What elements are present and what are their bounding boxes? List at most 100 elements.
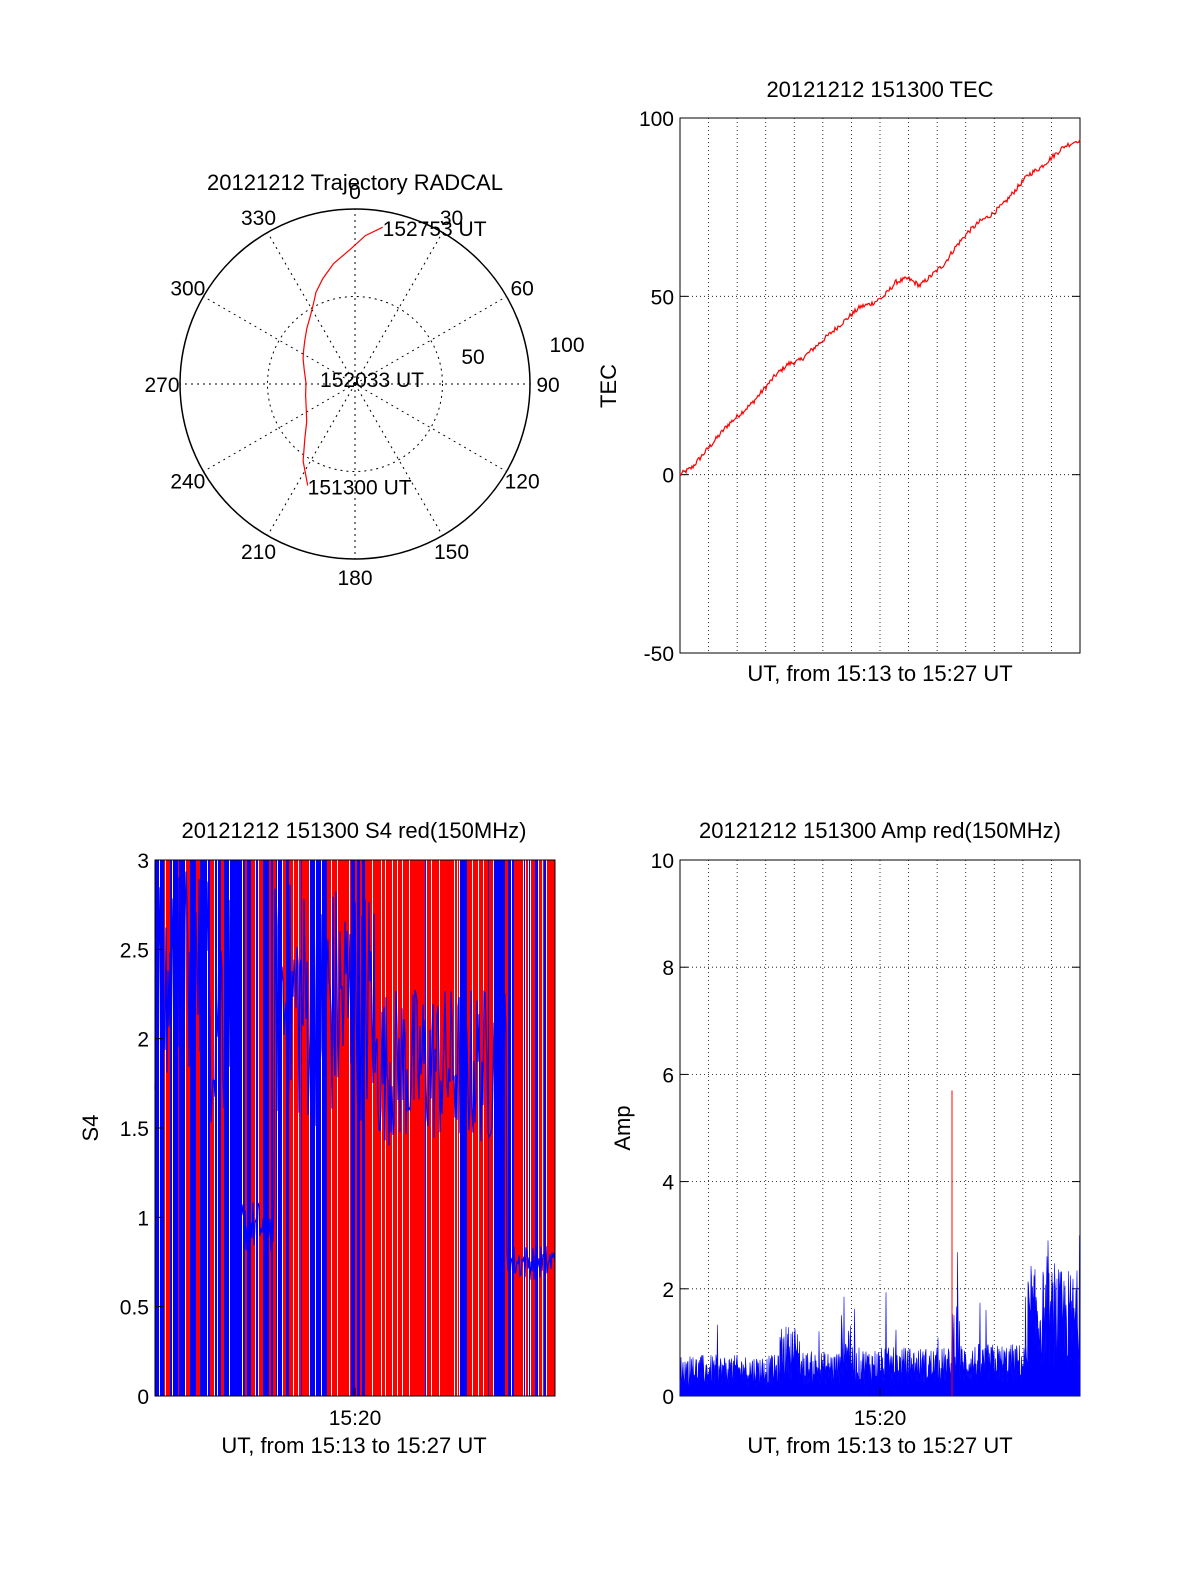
- amp-ytick-label: 0: [662, 1386, 674, 1409]
- s4-xlabel: UT, from 15:13 to 15:27 UT: [221, 1433, 486, 1458]
- amp-ytick-label: 10: [651, 850, 674, 873]
- polar-spoke: [203, 296, 356, 385]
- tec-y-ticks: -50 0 50 100: [639, 108, 1080, 666]
- polar-spoke: [354, 383, 507, 472]
- s4-bar: [289, 860, 293, 1396]
- s4-bar: [514, 860, 517, 1396]
- s4-bar: [489, 860, 493, 1396]
- s4-bar: [271, 860, 273, 1396]
- s4-bar: [427, 860, 431, 1396]
- s4-bar: [357, 860, 360, 1396]
- s4-bar: [200, 860, 201, 1396]
- s4-bar: [188, 860, 190, 1396]
- s4-bar: [529, 860, 530, 1396]
- s4-bar: [403, 860, 407, 1396]
- s4-ytick-label: 1.5: [120, 1118, 149, 1141]
- s4-bar: [343, 860, 345, 1396]
- s4-bar: [209, 860, 210, 1396]
- s4-bar: [438, 860, 439, 1396]
- s4-bar: [512, 860, 514, 1396]
- s4-bar: [535, 860, 538, 1396]
- s4-title: 20121212 151300 S4 red(150MHz): [182, 818, 527, 843]
- amp-xtick-label: 15:20: [854, 1407, 907, 1430]
- polar-radial-label: 100: [549, 334, 584, 357]
- tec-ytick-label: 0: [662, 465, 674, 488]
- polar-trajectory-chart: 20121212 Trajectory RADCAL 0 30 60 90 120 150…: [144, 170, 584, 590]
- s4-bar: [286, 860, 289, 1396]
- s4-bar: [494, 860, 495, 1396]
- s4-bar: [173, 860, 176, 1396]
- polar-angle-label: 330: [241, 207, 276, 230]
- s4-bar: [316, 860, 318, 1396]
- s4-bar: [170, 860, 172, 1396]
- s4-bar: [517, 860, 520, 1396]
- s4-bar: [410, 860, 412, 1396]
- s4-bar: [219, 860, 221, 1396]
- s4-bar: [425, 860, 426, 1396]
- s4-bar: [440, 860, 443, 1396]
- s4-bar: [245, 860, 247, 1396]
- tec-line: [679, 139, 1081, 477]
- s4-bar: [194, 860, 196, 1396]
- s4-bar: [332, 860, 336, 1396]
- amp-ytick-label: 6: [662, 1064, 674, 1087]
- amp-xlabel: UT, from 15:13 to 15:27 UT: [747, 1433, 1012, 1458]
- s4-bar: [338, 860, 342, 1396]
- s4-bars: [155, 860, 555, 1396]
- polar-spoke: [354, 232, 443, 385]
- s4-bar: [190, 860, 194, 1396]
- s4-bar: [218, 860, 219, 1396]
- s4-bar: [318, 860, 321, 1396]
- s4-bar: [355, 860, 357, 1396]
- s4-bar: [294, 860, 298, 1396]
- amp-title: 20121212 151300 Amp red(150MHz): [699, 818, 1061, 843]
- s4-bar: [382, 860, 385, 1396]
- s4-y-ticks: 0 0.5 1 1.5 2 2.5 3: [120, 850, 356, 1409]
- s4-ylabel: S4: [78, 1115, 103, 1142]
- s4-bar: [462, 860, 465, 1396]
- s4-bar: [276, 860, 277, 1396]
- polar-spoke: [354, 383, 443, 536]
- s4-blue-trace: [154, 865, 556, 1280]
- s4-bar: [166, 860, 170, 1396]
- s4-bar: [376, 860, 377, 1396]
- s4-bar: [549, 860, 550, 1396]
- polar-trajectory-series: [302, 226, 383, 486]
- s4-bar: [373, 860, 376, 1396]
- s4-bar: [243, 860, 245, 1396]
- s4-bar: [283, 860, 286, 1396]
- s4-bar: [306, 860, 309, 1396]
- s4-ytick-label: 1: [137, 1207, 149, 1230]
- s4-chart: 20121212 151300 S4 red(150MHz) 0 0.5 1 1.5 2…: [78, 818, 556, 1458]
- s4-bar: [325, 860, 327, 1396]
- s4-bar: [336, 860, 337, 1396]
- s4-bar: [497, 860, 500, 1396]
- s4-bar: [259, 860, 263, 1396]
- s4-bar: [407, 860, 409, 1396]
- polar-grid: [179, 208, 531, 560]
- s4-bar: [176, 860, 178, 1396]
- polar-angle-label: 30: [440, 207, 463, 230]
- s4-bar: [526, 860, 528, 1396]
- tec-title: 20121212 151300 TEC: [766, 77, 993, 102]
- amp-ytick-label: 8: [662, 957, 674, 980]
- s4-bar: [484, 860, 488, 1396]
- polar-annotation: 151300 UT: [308, 477, 412, 500]
- polar-angle-label: 270: [144, 374, 179, 397]
- s4-bar: [231, 860, 235, 1396]
- s4-bar: [350, 860, 351, 1396]
- polar-angle-label: 150: [434, 541, 469, 564]
- s4-ytick-label: 0.5: [120, 1297, 149, 1320]
- s4-bar: [455, 860, 457, 1396]
- polar-radial-labels: 50 100: [461, 334, 584, 369]
- tec-xlabel: UT, from 15:13 to 15:27 UT: [747, 661, 1012, 686]
- s4-bar: [547, 860, 549, 1396]
- s4-ytick-label: 3: [137, 850, 149, 873]
- s4-bar: [437, 860, 438, 1396]
- s4-bar: [221, 860, 224, 1396]
- s4-bar: [351, 860, 355, 1396]
- amp-chart: 20121212 151300 Amp red(150MHz) 0246810 …: [610, 818, 1081, 1458]
- s4-bar: [386, 860, 389, 1396]
- s4-bar: [251, 860, 255, 1396]
- polar-angle-label: 240: [170, 471, 205, 494]
